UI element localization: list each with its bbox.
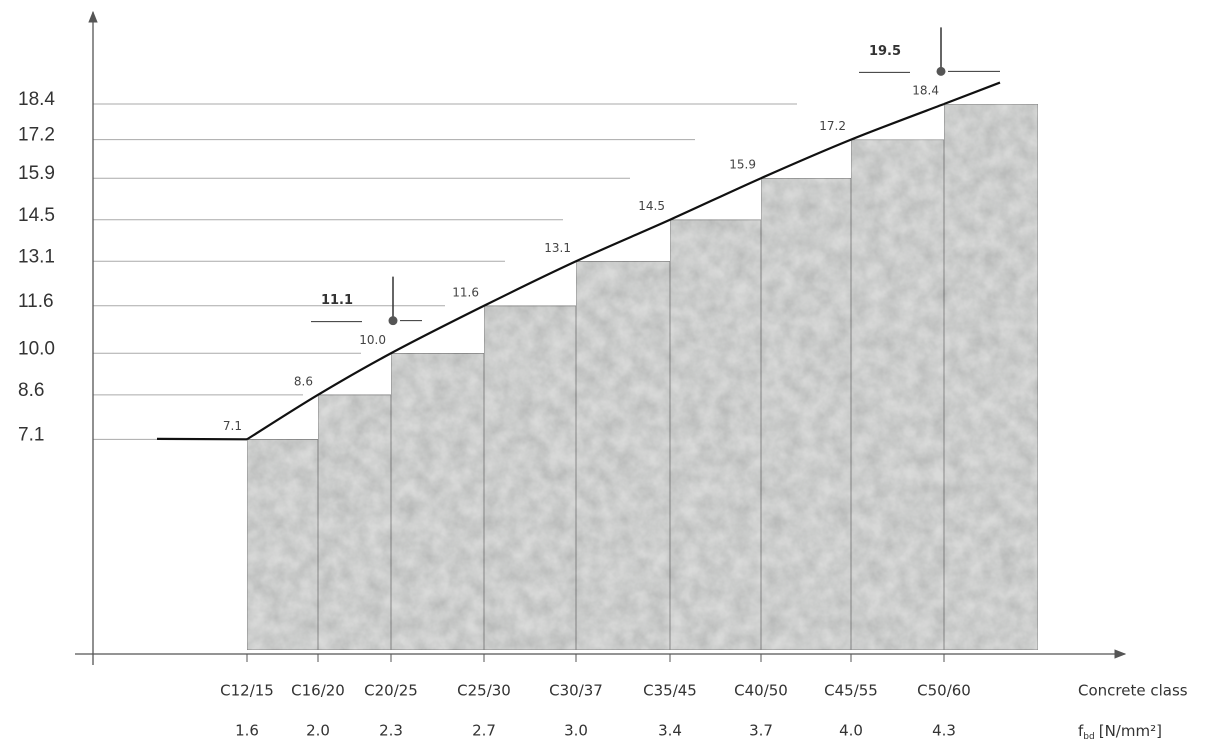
bar	[390, 352, 485, 651]
symbol: f	[1078, 722, 1084, 740]
value-label: 17.2	[819, 119, 846, 133]
bar	[850, 139, 945, 651]
value-label: 7.1	[223, 419, 242, 433]
x-tick-label: C35/45	[643, 682, 697, 700]
x-tick-label: C16/20	[291, 682, 345, 700]
bar	[483, 305, 577, 651]
x-tick-label: C50/60	[917, 682, 971, 700]
y-tick-label: 7.1	[18, 424, 44, 445]
value-label: 11.6	[452, 285, 479, 299]
x2-tick-label: 2.0	[306, 722, 330, 740]
value-label: 8.6	[294, 374, 313, 388]
y-tick-label: 14.5	[18, 205, 55, 226]
marker-dot	[388, 316, 398, 326]
y-tick-label: 8.6	[18, 380, 44, 401]
bar	[575, 260, 671, 651]
x-tick-label: C12/15	[220, 682, 274, 700]
y-tick-label: 18.4	[18, 89, 55, 110]
x-tick-label: C25/30	[457, 682, 511, 700]
x2-tick-label: 2.3	[379, 722, 403, 740]
x-tick-label: C45/55	[824, 682, 878, 700]
y-tick-label: 10.0	[18, 338, 55, 359]
unit: [N/mm²]	[1099, 722, 1162, 740]
y-tick-label: 11.6	[18, 291, 54, 312]
x-tick-label: C30/37	[549, 682, 603, 700]
x2-tick-label: 4.3	[932, 722, 956, 740]
x2-tick-label: 3.0	[564, 722, 588, 740]
bar	[669, 219, 762, 651]
x-tick-label: C20/25	[364, 682, 418, 700]
x2-tick-label: 4.0	[839, 722, 863, 740]
value-label: 10.0	[359, 333, 386, 347]
bar	[943, 103, 1039, 651]
x-tick-label: C40/50	[734, 682, 788, 700]
trend-extension	[943, 81, 1001, 106]
x2-tick-label: 2.7	[472, 722, 496, 740]
bar	[760, 177, 852, 651]
marker-label: 11.1	[321, 293, 353, 308]
subscript: bd	[1083, 732, 1094, 742]
x-axis-title: Concrete class	[1078, 682, 1188, 700]
value-label: 13.1	[544, 241, 571, 255]
bar	[317, 394, 392, 651]
x2-tick-label: 3.7	[749, 722, 773, 740]
value-label: 18.4	[912, 84, 939, 98]
y-tick-label: 17.2	[18, 125, 55, 146]
x2-tick-label: 1.6	[235, 722, 259, 740]
value-label: 14.5	[638, 199, 665, 213]
value-label: 15.9	[729, 158, 756, 172]
marker-label: 19.5	[869, 44, 901, 59]
x2-tick-label: 3.4	[658, 722, 682, 740]
y-tick-label: 13.1	[18, 246, 55, 267]
y-tick-label: 15.9	[18, 163, 55, 184]
bar	[246, 438, 319, 651]
x2-axis-title: fbd [N/mm²]	[1078, 722, 1162, 742]
marker-dot	[936, 66, 946, 76]
trend-line	[246, 102, 945, 441]
